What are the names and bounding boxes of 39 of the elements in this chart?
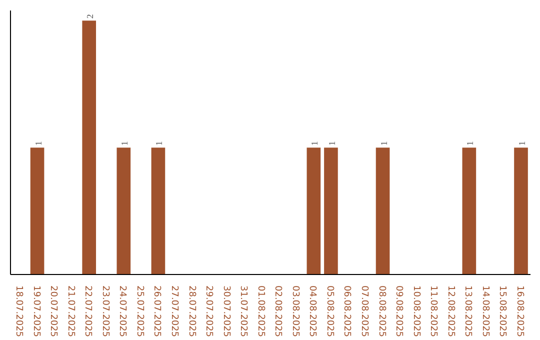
- x-tick-label: 09.08.2025: [394, 286, 404, 338]
- x-tick-label: 31.07.2025: [238, 286, 248, 338]
- x-tick-label: 22.07.2025: [82, 286, 93, 338]
- data-label: 1: [465, 141, 476, 146]
- x-tick-label: 20.07.2025: [48, 286, 58, 338]
- x-tick-label: 03.08.2025: [290, 286, 300, 338]
- x-tick-label: 11.08.2025: [428, 286, 438, 338]
- x-tick-label: 05.08.2025: [324, 286, 334, 338]
- data-label: 1: [33, 141, 44, 146]
- x-tick-label: 28.07.2025: [186, 286, 196, 338]
- x-tick-label: 26.07.2025: [152, 286, 162, 338]
- x-tick-label: 19.07.2025: [30, 286, 41, 338]
- x-tick-label: 16.08.2025: [514, 286, 524, 338]
- data-label: 2: [85, 14, 96, 19]
- x-tick-label: 23.07.2025: [100, 286, 110, 338]
- x-tick-label: 08.08.2025: [376, 286, 386, 338]
- x-tick-label: 18.07.2025: [14, 286, 24, 338]
- x-tick-label: 04.08.2025: [307, 286, 318, 338]
- data-label: 1: [310, 141, 320, 146]
- x-tick-label: 25.07.2025: [134, 286, 144, 338]
- x-tick-label: 24.07.2025: [117, 286, 128, 338]
- data-label: 1: [326, 141, 337, 146]
- x-tick-label: 21.07.2025: [65, 286, 76, 338]
- x-tick-label: 15.08.2025: [497, 286, 508, 338]
- data-label: 1: [154, 141, 164, 146]
- x-tick-label: 14.08.2025: [480, 286, 490, 338]
- data-label: 1: [120, 141, 130, 146]
- x-tick-label: 30.07.2025: [220, 286, 231, 338]
- x-tick-label: 12.08.2025: [445, 286, 456, 338]
- x-tick-label: 10.08.2025: [410, 286, 421, 338]
- x-tick-label: 01.08.2025: [255, 286, 266, 338]
- x-tick-label: 29.07.2025: [204, 286, 214, 338]
- x-tick-label: 02.08.2025: [272, 286, 283, 338]
- x-tick-label: 07.08.2025: [359, 286, 370, 338]
- x-tick-label: 13.08.2025: [462, 286, 473, 338]
- data-label: 1: [378, 141, 389, 146]
- x-tick-label: 06.08.2025: [342, 286, 352, 338]
- data-label: 1: [517, 141, 527, 146]
- x-tick-label: 27.07.2025: [168, 286, 179, 338]
